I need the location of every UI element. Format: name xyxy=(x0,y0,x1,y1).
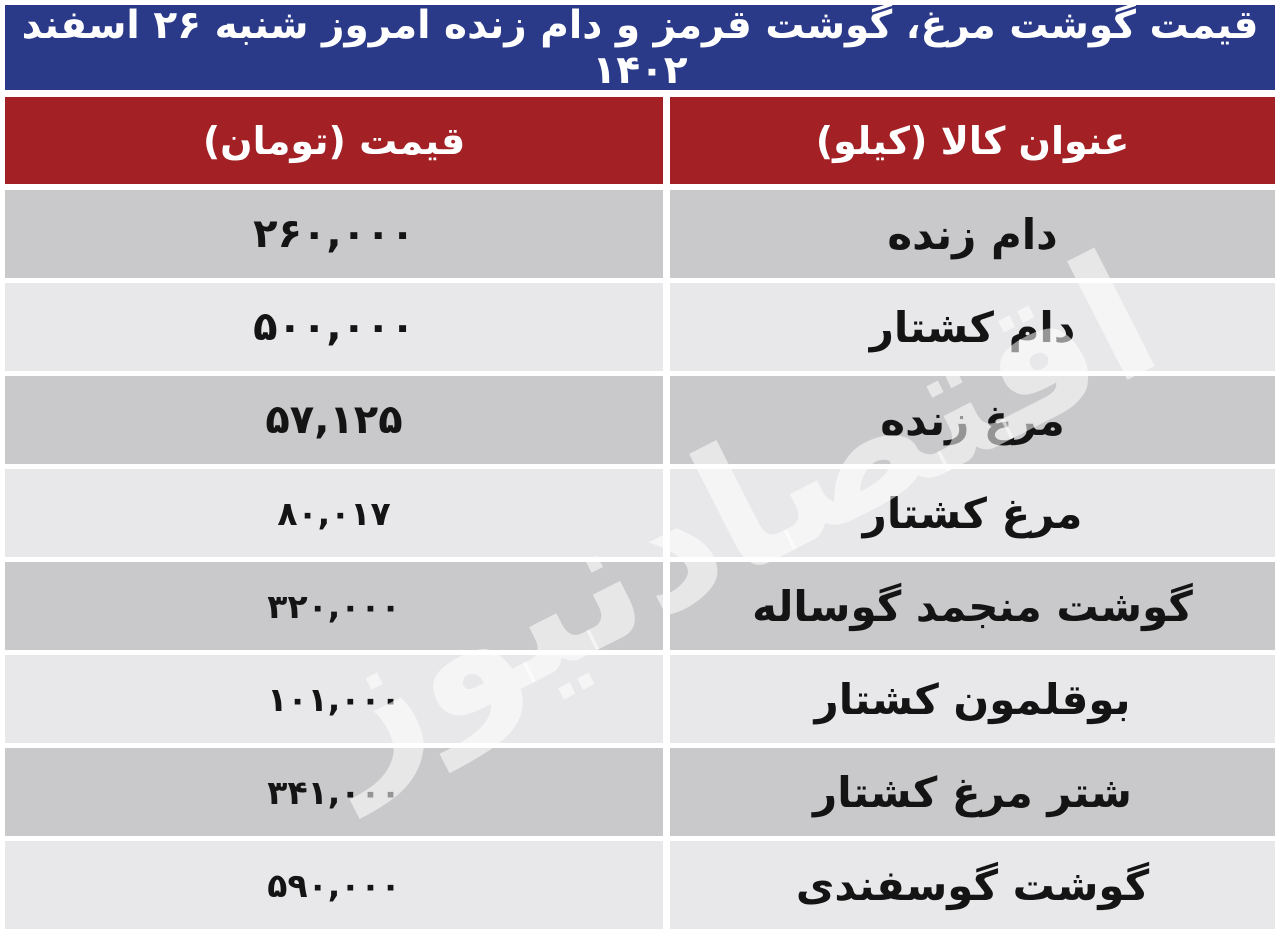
item-cell: دام زنده xyxy=(670,190,1275,278)
table-row: مرغ زنده ۵۷,۱۲۵ xyxy=(5,376,1275,464)
item-cell: گوشت منجمد گوساله xyxy=(670,562,1275,650)
table-row: گوشت گوسفندی ۵۹۰,۰۰۰ xyxy=(5,841,1275,929)
item-cell: گوشت گوسفندی xyxy=(670,841,1275,929)
price-cell: ۱۰۱,۰۰۰ xyxy=(5,655,663,743)
table-row: دام زنده ۲۶۰,۰۰۰ xyxy=(5,190,1275,278)
price-cell: ۵۰۰,۰۰۰ xyxy=(5,283,663,371)
item-cell: مرغ زنده xyxy=(670,376,1275,464)
item-cell: شتر مرغ کشتار xyxy=(670,748,1275,836)
table-row: شتر مرغ کشتار ۳۴۱,۰۰۰ xyxy=(5,748,1275,836)
price-cell: ۳۴۱,۰۰۰ xyxy=(5,748,663,836)
price-cell: ۵۹۰,۰۰۰ xyxy=(5,841,663,929)
price-cell: ۲۶۰,۰۰۰ xyxy=(5,190,663,278)
table-row: مرغ کشتار ۸۰,۰۱۷ xyxy=(5,469,1275,557)
page-title: قیمت گوشت مرغ، گوشت قرمز و دام زنده امرو… xyxy=(5,3,1275,93)
item-cell: بوقلمون کشتار xyxy=(670,655,1275,743)
item-cell: مرغ کشتار xyxy=(670,469,1275,557)
price-cell: ۵۷,۱۲۵ xyxy=(5,376,663,464)
price-cell: ۳۲۰,۰۰۰ xyxy=(5,562,663,650)
item-cell: دام کشتار xyxy=(670,283,1275,371)
table-header-row: عنوان کالا (کیلو) قیمت (تومان) xyxy=(5,97,1275,184)
table-row: بوقلمون کشتار ۱۰۱,۰۰۰ xyxy=(5,655,1275,743)
table-body: دام زنده ۲۶۰,۰۰۰ دام کشتار ۵۰۰,۰۰۰ مرغ ز… xyxy=(5,190,1275,929)
price-cell: ۸۰,۰۱۷ xyxy=(5,469,663,557)
table-row: دام کشتار ۵۰۰,۰۰۰ xyxy=(5,283,1275,371)
table-row: گوشت منجمد گوساله ۳۲۰,۰۰۰ xyxy=(5,562,1275,650)
price-column-header: قیمت (تومان) xyxy=(5,97,663,184)
item-column-header: عنوان کالا (کیلو) xyxy=(670,97,1275,184)
